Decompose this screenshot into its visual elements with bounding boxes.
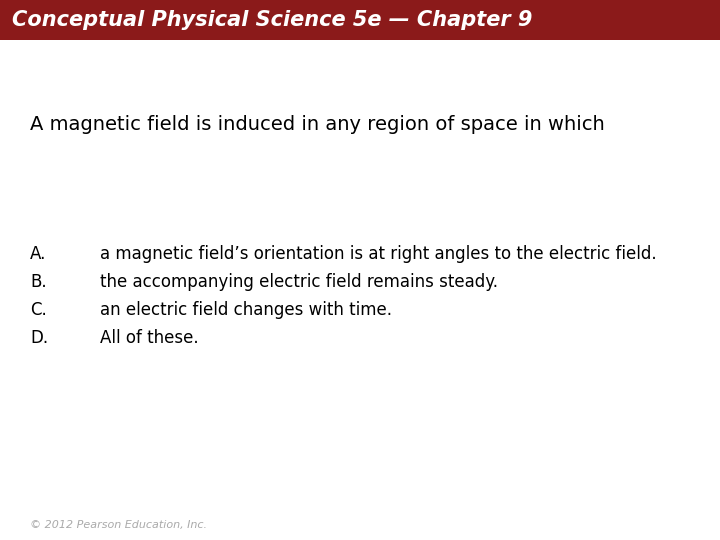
Text: © 2012 Pearson Education, Inc.: © 2012 Pearson Education, Inc. <box>30 520 207 530</box>
Text: an electric field changes with time.: an electric field changes with time. <box>100 301 392 319</box>
Text: A.: A. <box>30 245 46 263</box>
Text: B.: B. <box>30 273 47 291</box>
Text: C.: C. <box>30 301 47 319</box>
Text: a magnetic field’s orientation is at right angles to the electric field.: a magnetic field’s orientation is at rig… <box>100 245 657 263</box>
Text: All of these.: All of these. <box>100 329 199 347</box>
Text: the accompanying electric field remains steady.: the accompanying electric field remains … <box>100 273 498 291</box>
Text: D.: D. <box>30 329 48 347</box>
Text: Conceptual Physical Science 5e — Chapter 9: Conceptual Physical Science 5e — Chapter… <box>12 10 532 30</box>
Text: A magnetic field is induced in any region of space in which: A magnetic field is induced in any regio… <box>30 115 605 134</box>
Bar <box>0 0 720 40</box>
